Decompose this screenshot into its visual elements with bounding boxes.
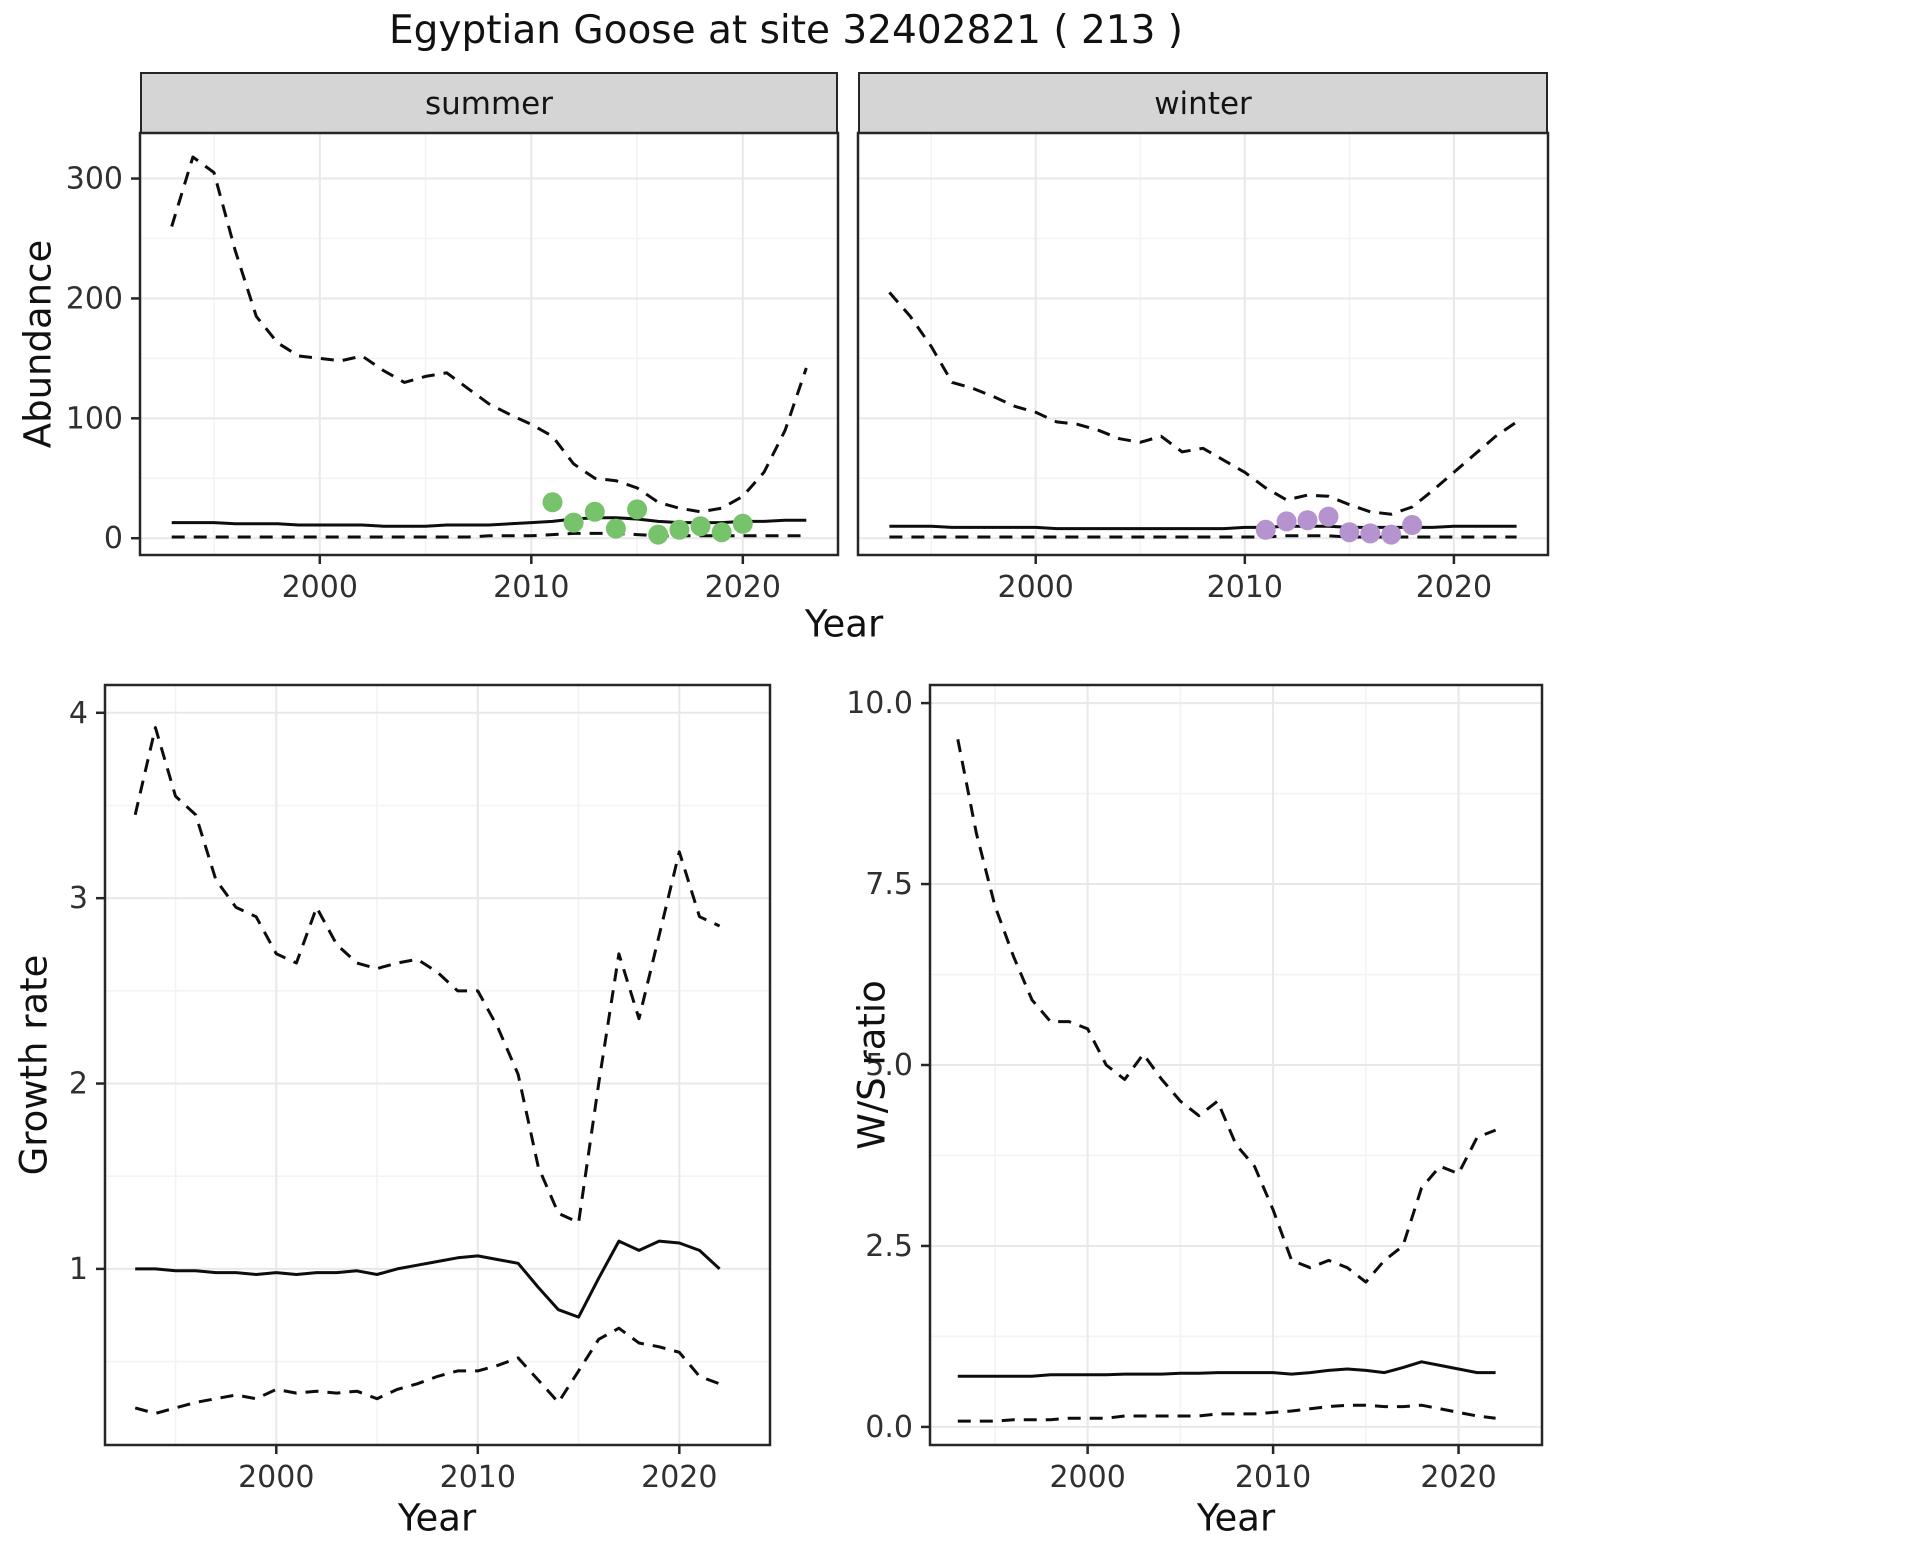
- x-tick-label: 2010: [440, 1460, 516, 1495]
- y-tick-label: 2.5: [865, 1229, 913, 1264]
- panel-ws-ratio: 2000 2010 2020 0.0 2.5 5.0 7.5 10.0: [846, 683, 1544, 1495]
- panel-abundance-winter: 2000 2010 2020: [856, 131, 1550, 605]
- point-observed_counts_winter: [1318, 506, 1339, 527]
- x-axis-label-year-growth: Year: [397, 1496, 477, 1540]
- y-tick-label: 2: [69, 1067, 88, 1102]
- point-observed_counts_summer: [584, 501, 605, 522]
- point-observed_counts_summer: [669, 519, 690, 540]
- y-tick-label: 300: [66, 162, 123, 197]
- series-estimate: [957, 1360, 1496, 1378]
- point-observed_counts_summer: [605, 518, 626, 539]
- y-axis-label-abundance: Abundance: [16, 239, 60, 449]
- point-observed_counts_winter: [1255, 519, 1276, 540]
- x-tick-label: 2020: [705, 570, 781, 605]
- point-observed_counts_winter: [1276, 511, 1297, 532]
- x-tick-label: 2020: [1420, 1460, 1496, 1495]
- point-observed_counts_summer: [711, 522, 732, 543]
- y-tick-label: 5.0: [865, 1048, 913, 1083]
- chart-title: Egyptian Goose at site 32402821 ( 213 ): [388, 8, 1183, 53]
- series-estimate: [135, 1239, 721, 1319]
- x-tick-label: 2010: [1235, 1460, 1311, 1495]
- point-observed_counts_summer: [563, 512, 584, 533]
- point-observed_counts_winter: [1360, 523, 1381, 544]
- x-tick-label: 2020: [641, 1460, 717, 1495]
- point-observed_counts_summer: [732, 513, 753, 534]
- series-upper_ci: [170, 155, 808, 514]
- panel-abundance-summer: 2000 2010 2020 0 100 200 300: [66, 131, 840, 605]
- y-tick-label: 200: [66, 281, 123, 316]
- facet-strip-summer: summer: [140, 72, 838, 135]
- y-tick-label: 4: [69, 696, 88, 731]
- point-observed_counts_winter: [1381, 524, 1402, 545]
- x-tick-label: 2000: [282, 570, 358, 605]
- series-lower_ci: [134, 1326, 721, 1415]
- x-axis-label-year-ratio: Year: [1196, 1496, 1276, 1540]
- y-tick-label: 0: [104, 521, 123, 556]
- x-tick-label: 2000: [998, 570, 1074, 605]
- series-upper_ci: [956, 739, 1497, 1284]
- y-axis-label-ws-ratio: W/S ratio: [850, 980, 894, 1150]
- point-observed_counts_winter: [1339, 522, 1360, 543]
- point-observed_counts_summer: [627, 499, 648, 520]
- y-tick-label: 7.5: [865, 867, 913, 902]
- y-tick-label: 0.0: [865, 1410, 913, 1445]
- series-lower_ci: [957, 1403, 1496, 1423]
- point-observed_counts_summer: [690, 516, 711, 537]
- series-upper_ci: [133, 726, 721, 1225]
- point-observed_counts_winter: [1297, 510, 1318, 531]
- x-tick-label: 2020: [1416, 570, 1492, 605]
- facet-strip-winter: winter: [858, 72, 1548, 135]
- series-lower_ci: [889, 534, 1517, 539]
- y-tick-label: 3: [69, 881, 88, 916]
- y-tick-label: 1: [69, 1252, 88, 1287]
- x-tick-label: 2010: [1207, 570, 1283, 605]
- x-tick-label: 2010: [493, 570, 569, 605]
- series-upper_ci: [888, 291, 1518, 516]
- y-tick-label: 10.0: [846, 686, 913, 721]
- x-tick-label: 2000: [1049, 1460, 1125, 1495]
- x-tick-label: 2000: [238, 1460, 314, 1495]
- point-observed_counts_summer: [648, 524, 669, 545]
- y-axis-label-growth-rate: Growth rate: [12, 954, 56, 1176]
- panel-growth-rate: 2000 2010 2020 1 2 3 4: [69, 683, 772, 1495]
- point-observed_counts_winter: [1402, 515, 1423, 535]
- point-observed_counts_summer: [542, 492, 563, 513]
- x-axis-label-year-top: Year: [804, 602, 884, 646]
- y-tick-label: 100: [66, 401, 123, 436]
